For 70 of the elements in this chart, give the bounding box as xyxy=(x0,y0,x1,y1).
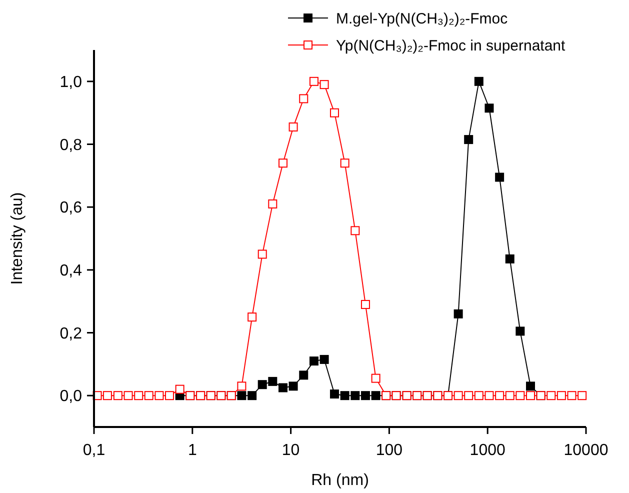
point xyxy=(268,376,278,386)
point xyxy=(144,391,154,400)
point xyxy=(309,76,318,86)
point xyxy=(248,391,257,400)
point xyxy=(134,391,144,400)
y-tick-label: 0,0 xyxy=(60,388,82,406)
point xyxy=(474,76,484,86)
x-tick-label: 100 xyxy=(376,442,403,459)
point xyxy=(484,391,494,400)
point xyxy=(237,391,246,400)
y-tick-label: 0,2 xyxy=(60,325,82,342)
point xyxy=(474,391,484,400)
point xyxy=(371,374,380,383)
point xyxy=(484,104,494,113)
x-tick-label: 1000 xyxy=(470,442,506,459)
point xyxy=(288,122,298,132)
point xyxy=(164,391,174,400)
point xyxy=(237,382,246,391)
point xyxy=(505,254,514,264)
point xyxy=(360,300,370,309)
point xyxy=(567,391,576,400)
point xyxy=(350,226,360,236)
point xyxy=(102,391,112,400)
point xyxy=(258,250,267,259)
legend-label: Yp(N(CH₃)₂)₂-Fmoc in supernatant xyxy=(336,37,566,54)
point xyxy=(288,382,298,391)
point xyxy=(495,172,504,182)
point xyxy=(350,391,360,400)
y-tick-label: 1,0 xyxy=(60,74,82,92)
point xyxy=(578,391,587,400)
point xyxy=(175,384,184,394)
point xyxy=(454,309,463,318)
point xyxy=(309,356,318,366)
x-tick-label: 10000 xyxy=(564,442,608,459)
point xyxy=(248,312,257,322)
y-tick-label: 0,6 xyxy=(60,200,82,217)
point xyxy=(546,391,556,400)
point xyxy=(320,80,329,90)
point xyxy=(556,391,566,400)
point xyxy=(124,391,133,400)
point xyxy=(299,94,308,104)
point xyxy=(495,391,504,400)
x-tick-label: 0,1 xyxy=(82,442,106,459)
point xyxy=(464,135,474,144)
point xyxy=(258,380,267,390)
point xyxy=(516,326,525,336)
point xyxy=(505,391,514,400)
point xyxy=(268,199,278,208)
point xyxy=(340,391,350,400)
point xyxy=(113,391,122,400)
point xyxy=(371,391,380,400)
point xyxy=(516,391,525,400)
point xyxy=(299,370,308,380)
legend-label: M.gel-Yp(N(CH₃)₂)₂-Fmoc xyxy=(336,10,508,28)
point xyxy=(454,391,463,400)
point xyxy=(320,354,329,364)
y-axis-title: Intensity (au) xyxy=(9,192,26,285)
y-tick-label: 0,4 xyxy=(60,262,82,280)
x-axis-title: Rh (nm) xyxy=(311,472,369,489)
x-tick-label: 10 xyxy=(282,442,300,459)
point xyxy=(340,158,350,168)
y-tick-label: 0,8 xyxy=(60,136,82,154)
point xyxy=(526,391,536,400)
point xyxy=(278,383,288,392)
point xyxy=(360,391,370,400)
point xyxy=(330,390,339,399)
point xyxy=(526,382,536,391)
point xyxy=(464,391,474,400)
x-tick-label: 1 xyxy=(188,442,197,459)
point xyxy=(154,391,164,400)
